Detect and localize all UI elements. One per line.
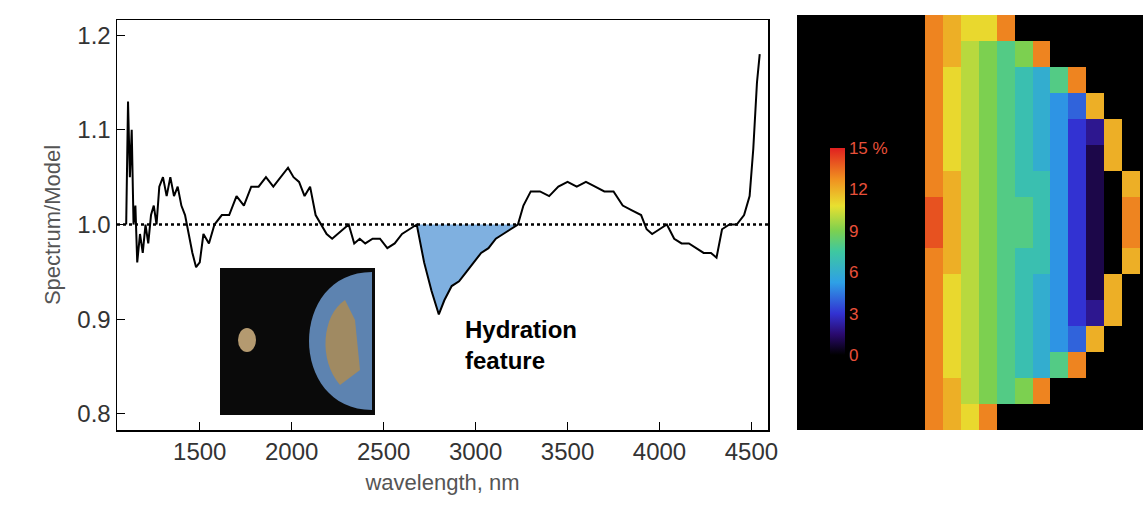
svg-text:4000: 4000 [633,438,686,465]
svg-text:3000: 3000 [449,438,502,465]
svg-text:0.8: 0.8 [77,400,110,427]
svg-text:0.9: 0.9 [77,306,110,333]
svg-text:12: 12 [849,180,868,199]
svg-text:1500: 1500 [173,438,226,465]
svg-text:15 %: 15 % [849,139,888,158]
svg-text:6: 6 [849,263,858,282]
svg-text:9: 9 [849,222,858,241]
svg-text:2500: 2500 [357,438,410,465]
svg-text:3500: 3500 [541,438,594,465]
svg-text:1.2: 1.2 [77,22,110,49]
svg-text:2000: 2000 [265,438,318,465]
svg-text:Hydrationfeature: Hydrationfeature [465,316,577,374]
svg-text:4500: 4500 [725,438,778,465]
svg-text:1.0: 1.0 [77,211,110,238]
svg-text:wavelength, nm: wavelength, nm [364,470,519,495]
svg-text:3: 3 [849,305,858,324]
svg-text:0: 0 [849,346,858,365]
svg-text:Spectrum/Model: Spectrum/Model [40,145,65,305]
svg-text:1.1: 1.1 [77,116,110,143]
